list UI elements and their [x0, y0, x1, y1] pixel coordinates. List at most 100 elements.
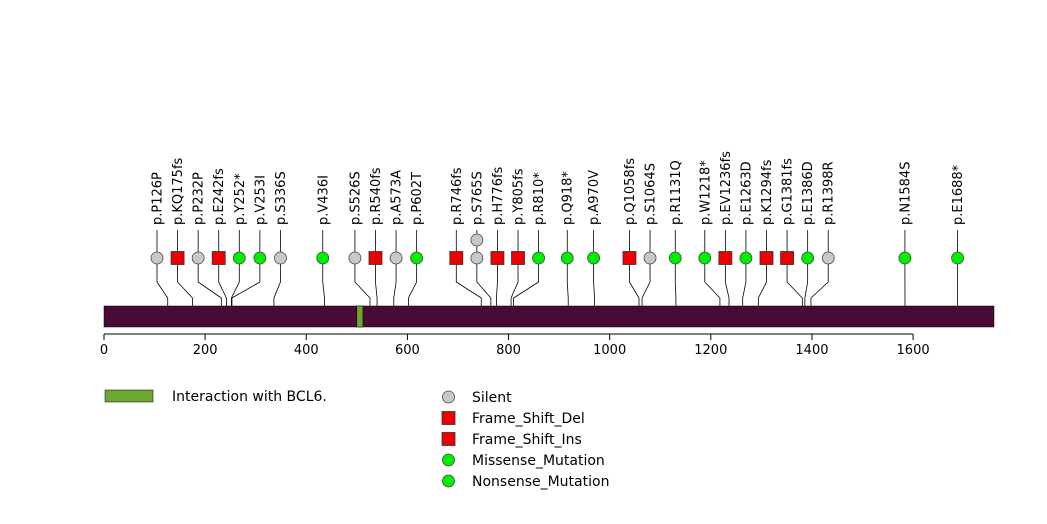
mutation-stem: [354, 258, 371, 306]
legend-type-label: Missense_Mutation: [472, 453, 605, 469]
mutation-marker: [348, 251, 362, 265]
mutation-label: p.P602T: [410, 172, 425, 225]
mutation-marker: [316, 251, 330, 265]
mutation-stem: [742, 258, 747, 306]
protein-backbone: [103, 305, 995, 328]
mutation-stem: [566, 258, 569, 306]
mutation-label: p.G1381fs: [781, 158, 796, 225]
mutation-stem: [408, 258, 418, 306]
stems-layer: [156, 230, 958, 306]
mutation-marker: [560, 251, 574, 265]
mutation-stem: [810, 258, 829, 306]
mutation-marker: [470, 251, 484, 265]
mutation-label: p.Q1058fs: [623, 158, 638, 225]
mutation-label: p.H776fs: [491, 166, 506, 225]
mutation-stem: [231, 258, 261, 306]
mutation-stem: [641, 258, 651, 306]
mutation-label: p.E1386D: [801, 161, 816, 225]
mutation-stem: [510, 258, 519, 306]
mutation-marker: [759, 251, 774, 265]
legend: Interaction with BCL6. Silent Frame_Shift_…: [104, 389, 609, 490]
mutation-label: p.Y805fs: [512, 168, 527, 225]
mutation-stem: [629, 258, 640, 306]
legend-type-label: Nonsense_Mutation: [472, 474, 609, 490]
legend-domain-swatch: [104, 389, 154, 403]
x-axis: 0 200 400 600 800 1000 1200 1400 1600: [100, 333, 930, 358]
mutation-label: p.N1584S: [898, 162, 913, 225]
mutation-label: p.R1398R: [822, 161, 837, 225]
mutation-stem: [804, 258, 809, 306]
mutation-label: p.W1218*: [698, 160, 713, 225]
x-tick-label: 1000: [593, 343, 626, 358]
mutation-stem: [322, 258, 325, 306]
mutation-marker: [898, 251, 912, 265]
mutation-label: p.KQ175fs: [171, 157, 186, 225]
mutation-stem: [476, 258, 492, 306]
mutation-label: p.EV1236fs: [719, 151, 734, 225]
mutation-label: p.R540fs: [369, 167, 384, 225]
mutation-label: p.E1688*: [951, 164, 966, 225]
mutation-marker: [622, 251, 637, 265]
markers-layer: [150, 233, 964, 265]
mutation-stem: [156, 258, 169, 306]
mutation-label: p.Q918*: [561, 171, 576, 225]
domain-bcl6: [356, 305, 364, 328]
mutation-label: p.V253I: [253, 175, 268, 225]
mutation-label: p.S765S: [470, 171, 485, 225]
legend-domain-label: Interaction with BCL6.: [172, 389, 327, 405]
legend-type-swatch: [442, 453, 455, 467]
mutation-stem: [393, 258, 397, 306]
mutation-marker: [490, 251, 505, 265]
mutation-label: p.S1064S: [644, 163, 659, 225]
mutation-stem: [273, 258, 281, 306]
mutation-label: p.R810*: [532, 172, 547, 225]
mutation-marker: [643, 251, 657, 265]
mutation-marker: [211, 251, 226, 265]
mutation-marker: [698, 251, 712, 265]
mutation-marker: [587, 251, 601, 265]
mutation-marker: [668, 251, 682, 265]
legend-type-swatch: [442, 390, 455, 404]
mutation-marker: [780, 251, 794, 265]
mutation-marker: [170, 251, 185, 265]
legend-type-label: Frame_Shift_Ins: [472, 432, 582, 448]
x-tick-label: 200: [193, 343, 218, 358]
mutation-label: p.R1131Q: [669, 160, 684, 225]
mutation-label: p.V436I: [316, 175, 331, 225]
mutation-label: p.P126P: [151, 172, 166, 225]
mutation-stem: [786, 258, 803, 306]
x-tick-label: 1400: [795, 343, 828, 358]
mutation-stem: [197, 258, 222, 306]
domains-layer: [356, 305, 364, 328]
mutation-marker: [821, 251, 835, 265]
legend-type-label: Silent: [472, 390, 512, 406]
mutation-label: p.K1294fs: [760, 159, 775, 225]
x-tick-label: 0: [100, 343, 108, 358]
x-tick-label: 600: [395, 343, 420, 358]
mutation-stem: [593, 258, 595, 306]
x-tick-label: 400: [294, 343, 319, 358]
mutation-marker: [801, 251, 815, 265]
mutation-stem: [724, 258, 730, 306]
mutation-marker: [253, 251, 267, 265]
mutation-label: p.S336S: [274, 171, 289, 225]
mutation-marker: [274, 251, 287, 265]
mutation-marker: [511, 251, 525, 265]
x-tick-label: 1200: [694, 343, 727, 358]
mutation-stem: [177, 258, 193, 306]
mutation-stem: [455, 258, 482, 306]
mutation-stem: [674, 258, 677, 306]
mutation-label: p.Y252*: [233, 173, 248, 225]
mutation-marker: [718, 251, 733, 265]
mutation-marker: [470, 233, 484, 247]
mutation-label: p.P232P: [192, 172, 207, 225]
mutation-label: p.A970V: [587, 170, 602, 225]
legend-type-swatch: [441, 432, 456, 446]
mutation-marker: [739, 251, 753, 265]
mutation-stem: [496, 258, 498, 306]
mutation-stem: [757, 258, 767, 306]
mutation-stem: [375, 258, 378, 306]
mutation-label: p.R746fs: [450, 167, 465, 225]
mutation-marker: [389, 251, 403, 265]
